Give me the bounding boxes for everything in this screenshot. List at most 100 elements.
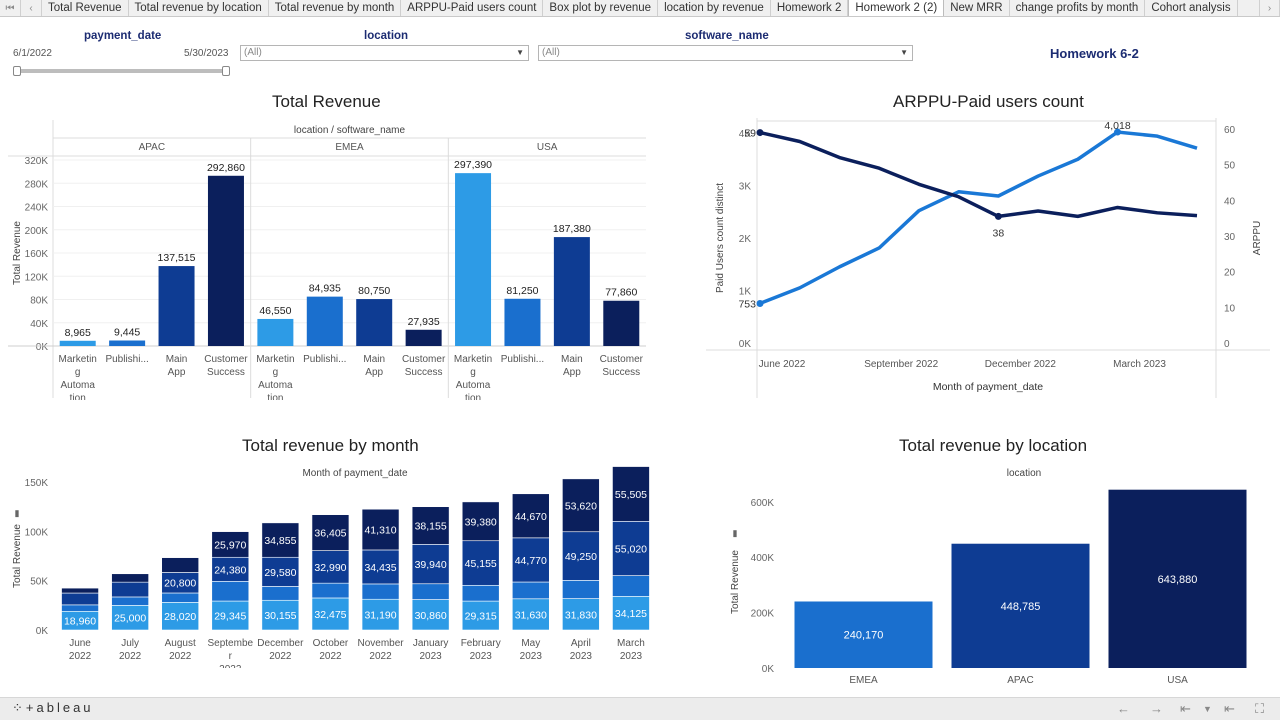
- x-category-label: g: [273, 367, 279, 378]
- software-name-filter-value: (All): [542, 47, 560, 58]
- tab-arppu-paid-users-count[interactable]: ARPPU-Paid users count: [401, 0, 544, 16]
- tab-homework-2[interactable]: Homework 2: [771, 0, 849, 16]
- tab-homework-2-2[interactable]: Homework 2 (2): [848, 0, 945, 16]
- bar-value-label: 9,445: [114, 327, 140, 339]
- tab-scroll-left-icon[interactable]: ‹: [21, 0, 42, 16]
- revenue-by-location-chart: location 0K 200K 400K 600K Total Revenue ▮ 240,…: [730, 468, 1247, 686]
- stacked-bar-segment: [461, 584, 500, 602]
- x-category-label: Customer: [402, 354, 446, 365]
- stacked-bar-segment: [612, 575, 650, 597]
- stacked-bar-segment: [311, 597, 350, 631]
- stacked-bar-segment: [511, 598, 550, 631]
- bar: [794, 601, 933, 668]
- date-range-start: 6/1/2022: [13, 48, 52, 59]
- stacked-bar-segment: [261, 522, 300, 558]
- revert-icon[interactable]: ⇤: [1180, 701, 1191, 716]
- x-category-label: APAC: [1007, 675, 1034, 686]
- tab-cohort-analysis[interactable]: Cohort analysis: [1145, 0, 1238, 16]
- x-category-label: 2022: [219, 664, 242, 668]
- tab-change-profits-by-month[interactable]: change profits by month: [1010, 0, 1146, 16]
- date-range-slider[interactable]: [17, 69, 227, 73]
- segment-value-label: 24,380: [214, 564, 246, 576]
- x-category-label: Customer: [204, 354, 248, 365]
- software-name-filter-dropdown[interactable]: (All) ▼: [538, 45, 913, 61]
- pane-header-title: location / software_name: [294, 125, 406, 136]
- pause-updates-icon[interactable]: ⇤: [1224, 701, 1235, 716]
- segment-value-label: 29,315: [465, 611, 497, 623]
- group-label: APAC: [139, 142, 166, 153]
- x-category-label: May: [521, 638, 540, 649]
- line-point-marker: [756, 299, 764, 307]
- x-category-label: g: [75, 367, 81, 378]
- y-tick-label: 240K: [25, 203, 49, 214]
- y-right-tick-label: 60: [1224, 125, 1236, 136]
- segment-value-label: 55,020: [615, 543, 647, 555]
- y-axis-title: Total Revenue: [12, 221, 23, 285]
- revenue-by-month-chart: Month of payment_date 0K 50K 100K 150K Total …: [12, 466, 650, 668]
- tab-total-revenue-by-month[interactable]: Total revenue by month: [269, 0, 402, 16]
- x-category-label: October: [313, 638, 349, 649]
- x-category-label: Success: [405, 367, 443, 378]
- bar: [59, 340, 96, 346]
- tab-total-revenue-by-location[interactable]: Total revenue by location: [129, 0, 269, 16]
- segment-value-label: 53,620: [565, 500, 597, 512]
- stacked-bar-segment: [311, 514, 350, 551]
- tab-new-mrr[interactable]: New MRR: [944, 0, 1010, 16]
- stacked-bar-segment: [361, 598, 400, 631]
- date-range-end: 5/30/2023: [184, 48, 229, 59]
- stacked-bar-segment: [311, 582, 350, 599]
- chevron-down-icon: ▼: [900, 48, 908, 57]
- stacked-bar-segment: [211, 556, 250, 582]
- bar: [158, 266, 195, 346]
- segment-value-label: 25,970: [214, 539, 246, 551]
- stacked-bar-segment: [562, 580, 600, 599]
- tab-box-plot-by-revenue[interactable]: Box plot by revenue: [543, 0, 659, 16]
- x-category-label: tion: [267, 393, 283, 400]
- date-slider-start-handle[interactable]: [13, 66, 21, 76]
- fullscreen-icon[interactable]: ⛶: [1255, 701, 1265, 716]
- tab-scroll-right-icon[interactable]: ›: [1259, 0, 1280, 16]
- x-category-label: Marketin: [454, 354, 492, 365]
- date-slider-end-handle[interactable]: [222, 66, 230, 76]
- revert-menu-chevron-icon[interactable]: ▼: [1203, 704, 1212, 714]
- stacked-bar-segment: [411, 583, 450, 600]
- segment-value-label: 31,630: [515, 609, 547, 621]
- stacked-bar-segment: [261, 586, 300, 601]
- y-left-tick-label: 1K: [739, 287, 752, 298]
- segment-value-label: 34,435: [364, 562, 396, 574]
- bar: [1108, 489, 1247, 668]
- x-category-label: r: [229, 651, 233, 662]
- pane-header-title: Month of payment_date: [302, 468, 408, 479]
- sheet-tab-strip: ⏮ ‹ Total Revenue Total revenue by locati…: [0, 0, 1280, 17]
- stacked-bar-segment: [161, 592, 200, 603]
- y-right-tick-label: 0: [1224, 339, 1230, 350]
- y-right-tick-label: 10: [1224, 303, 1236, 314]
- bar-value-label: 80,750: [358, 285, 390, 297]
- location-filter-dropdown[interactable]: (All) ▼: [240, 45, 529, 61]
- segment-value-label: 41,310: [364, 525, 396, 537]
- y-tick-label: 150K: [25, 478, 49, 489]
- tab-total-revenue[interactable]: Total Revenue: [42, 0, 129, 16]
- tab-scroll-first-icon[interactable]: ⏮: [0, 0, 21, 16]
- revenue-by-location-title: Total revenue by location: [899, 436, 1088, 455]
- x-category-label: 2023: [420, 651, 443, 662]
- x-category-label: April: [571, 638, 591, 649]
- bar-value-label: 81,250: [506, 285, 538, 297]
- x-category-label: Marketin: [256, 354, 294, 365]
- undo-icon[interactable]: ←: [1117, 701, 1130, 716]
- y-axis-title: Total Revenue: [730, 550, 741, 614]
- bar: [306, 296, 343, 346]
- tableau-logo[interactable]: ⁘+ableau: [12, 700, 94, 715]
- stacked-bar-segment: [511, 493, 550, 539]
- x-category-label: December: [257, 638, 304, 649]
- bar-value-label: 297,390: [454, 159, 492, 171]
- redo-icon[interactable]: →: [1150, 701, 1163, 716]
- bar-value-label: 137,515: [158, 252, 196, 264]
- x-category-label: March: [617, 638, 645, 649]
- sheet-tabs: Total Revenue Total revenue by location To…: [42, 0, 1259, 16]
- software-name-filter-title: software_name: [685, 30, 769, 42]
- tab-location-by-revenue[interactable]: location by revenue: [658, 0, 771, 16]
- stacked-bar-segment: [61, 592, 99, 606]
- x-category-label: Automa: [60, 380, 95, 391]
- line-point-marker: [756, 129, 764, 137]
